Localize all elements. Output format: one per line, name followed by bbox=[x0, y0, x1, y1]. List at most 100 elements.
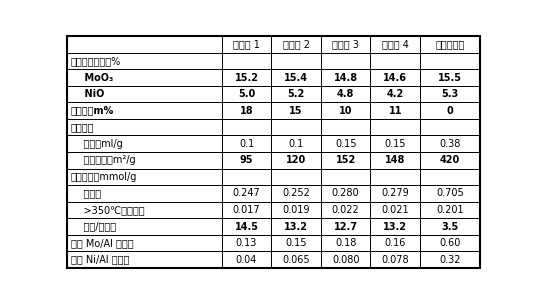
Text: 0.279: 0.279 bbox=[382, 188, 409, 198]
Text: 0.15: 0.15 bbox=[384, 139, 406, 149]
Bar bbox=[67, 102, 222, 119]
Bar bbox=[370, 53, 420, 69]
Bar bbox=[67, 169, 222, 185]
Bar bbox=[370, 152, 420, 169]
Text: 0.252: 0.252 bbox=[282, 188, 310, 198]
Bar bbox=[321, 235, 370, 251]
Text: 待生剂 3: 待生剂 3 bbox=[332, 39, 359, 49]
Bar bbox=[67, 86, 222, 102]
Bar bbox=[67, 218, 222, 235]
Text: 15.4: 15.4 bbox=[284, 73, 308, 82]
Text: 3.5: 3.5 bbox=[441, 222, 458, 231]
Bar bbox=[370, 202, 420, 218]
Bar bbox=[321, 53, 370, 69]
Bar bbox=[420, 36, 480, 53]
Text: 待生剂 1: 待生剂 1 bbox=[233, 39, 260, 49]
Bar bbox=[222, 86, 271, 102]
Bar bbox=[370, 69, 420, 86]
Text: 13.2: 13.2 bbox=[383, 222, 407, 231]
Text: 12.7: 12.7 bbox=[334, 222, 358, 231]
Text: 0.38: 0.38 bbox=[439, 139, 461, 149]
Bar bbox=[321, 36, 370, 53]
Bar bbox=[271, 102, 321, 119]
Text: 15: 15 bbox=[289, 106, 303, 116]
Bar bbox=[321, 218, 370, 235]
Text: 0.15: 0.15 bbox=[335, 139, 357, 149]
Bar bbox=[67, 53, 222, 69]
Bar bbox=[271, 86, 321, 102]
Text: 表面 Mo/Al 原子比: 表面 Mo/Al 原子比 bbox=[71, 238, 133, 248]
Bar bbox=[420, 169, 480, 185]
Text: 0.022: 0.022 bbox=[332, 205, 360, 215]
Bar bbox=[271, 69, 321, 86]
Text: 13.2: 13.2 bbox=[284, 222, 308, 231]
Text: 含砲量，m%: 含砲量，m% bbox=[71, 106, 114, 116]
Text: 5.3: 5.3 bbox=[441, 89, 458, 99]
Bar bbox=[370, 36, 420, 53]
Text: 14.6: 14.6 bbox=[383, 73, 407, 82]
Text: 0.080: 0.080 bbox=[332, 255, 359, 265]
Text: 420: 420 bbox=[440, 155, 460, 165]
Text: 新鲜催化剂: 新鲜催化剂 bbox=[435, 39, 465, 49]
Bar bbox=[67, 119, 222, 135]
Text: 0.705: 0.705 bbox=[436, 188, 464, 198]
Bar bbox=[370, 102, 420, 119]
Text: 总酸/强酸比: 总酸/强酸比 bbox=[71, 222, 116, 231]
Text: 0.017: 0.017 bbox=[233, 205, 260, 215]
Bar bbox=[321, 152, 370, 169]
Bar bbox=[370, 169, 420, 185]
Bar bbox=[420, 251, 480, 268]
Text: 4.8: 4.8 bbox=[337, 89, 354, 99]
Bar bbox=[67, 135, 222, 152]
Bar bbox=[321, 251, 370, 268]
Bar bbox=[420, 202, 480, 218]
Bar bbox=[222, 152, 271, 169]
Bar bbox=[420, 86, 480, 102]
Bar bbox=[271, 251, 321, 268]
Text: 总酸量: 总酸量 bbox=[71, 188, 101, 198]
Bar bbox=[420, 218, 480, 235]
Text: 0.1: 0.1 bbox=[239, 139, 254, 149]
Text: 0.019: 0.019 bbox=[282, 205, 310, 215]
Bar bbox=[271, 218, 321, 235]
Text: 95: 95 bbox=[240, 155, 253, 165]
Text: 0.15: 0.15 bbox=[285, 238, 307, 248]
Bar bbox=[271, 235, 321, 251]
Text: 0.13: 0.13 bbox=[236, 238, 257, 248]
Text: 0.280: 0.280 bbox=[332, 188, 359, 198]
Bar bbox=[67, 69, 222, 86]
Text: 0.1: 0.1 bbox=[288, 139, 304, 149]
Bar bbox=[67, 152, 222, 169]
Text: 10: 10 bbox=[339, 106, 352, 116]
Bar bbox=[321, 86, 370, 102]
Bar bbox=[420, 235, 480, 251]
Bar bbox=[222, 102, 271, 119]
Bar bbox=[67, 36, 222, 53]
Bar bbox=[271, 152, 321, 169]
Bar bbox=[271, 119, 321, 135]
Bar bbox=[271, 135, 321, 152]
Bar bbox=[222, 185, 271, 202]
Bar bbox=[321, 169, 370, 185]
Bar bbox=[222, 251, 271, 268]
Text: 15.2: 15.2 bbox=[235, 73, 259, 82]
Text: 5.0: 5.0 bbox=[238, 89, 255, 99]
Bar bbox=[321, 202, 370, 218]
Bar bbox=[370, 251, 420, 268]
Text: 红外酸量，mmol/g: 红外酸量，mmol/g bbox=[71, 172, 137, 182]
Text: NiO: NiO bbox=[71, 89, 104, 99]
Bar bbox=[420, 69, 480, 86]
Text: 孔容，ml/g: 孔容，ml/g bbox=[71, 139, 123, 149]
Text: 152: 152 bbox=[336, 155, 356, 165]
Bar bbox=[370, 119, 420, 135]
Bar bbox=[420, 119, 480, 135]
Text: 18: 18 bbox=[240, 106, 253, 116]
Bar bbox=[321, 119, 370, 135]
Text: 0.60: 0.60 bbox=[439, 238, 461, 248]
Text: 14.8: 14.8 bbox=[334, 73, 358, 82]
Bar bbox=[67, 202, 222, 218]
Bar bbox=[222, 69, 271, 86]
Text: 14.5: 14.5 bbox=[235, 222, 259, 231]
Text: 0.065: 0.065 bbox=[282, 255, 310, 265]
Text: 待生剂 4: 待生剂 4 bbox=[382, 39, 409, 49]
